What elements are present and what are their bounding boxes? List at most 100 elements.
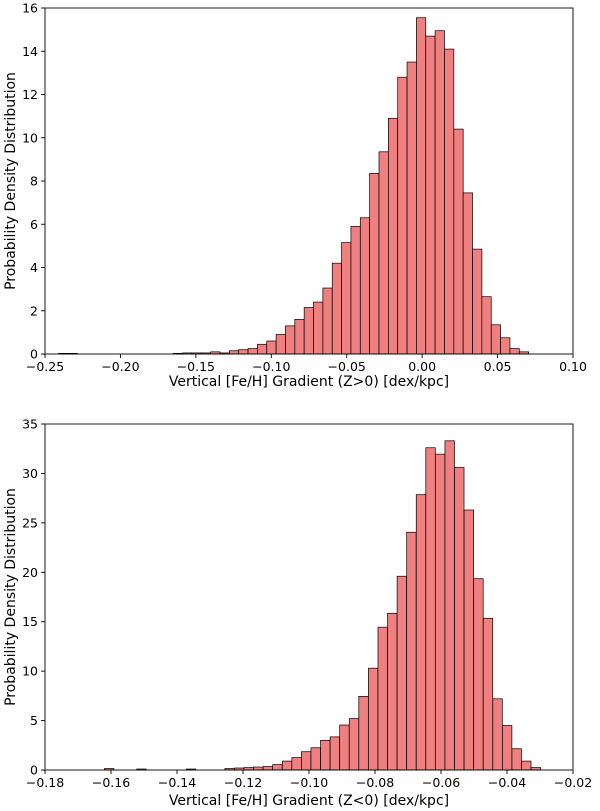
y-axis-label: Probability Density Distribution (3, 488, 19, 706)
histogram-bar (229, 350, 240, 355)
histogram-bar (281, 760, 293, 771)
histogram-bar (313, 301, 324, 355)
histogram-bar (406, 531, 417, 771)
histogram-bar (348, 718, 360, 771)
histogram-z-negative: −0.18 −0.16 −0.14 −0.12 −0.10 −0.08 −0.06 −0.04… (3, 417, 592, 810)
histogram-bar (387, 612, 398, 771)
histogram-bar (320, 739, 331, 771)
histogram-bar (341, 242, 352, 355)
x-tick-label: −0.08 (356, 775, 394, 790)
y-tick-label: 20 (22, 565, 38, 580)
histogram-bar (339, 724, 350, 771)
x-tick-label: 0.00 (408, 359, 436, 374)
histogram-bar (329, 736, 340, 771)
x-tick-label: −0.16 (92, 775, 130, 790)
x-tick-label: −0.15 (177, 359, 215, 374)
histogram-bar (301, 751, 312, 771)
y-tick-label: 5 (30, 713, 38, 728)
histogram-bar (275, 334, 286, 355)
y-tick-label: 16 (22, 1, 38, 16)
histogram-z-positive: −0.25 −0.20 −0.15 −0.10 −0.05 0.00 0.05 0.10 0 2… (3, 1, 587, 391)
histogram-bar (490, 324, 501, 355)
y-tick-label: 30 (22, 466, 38, 481)
x-axis-ticks: −0.18 −0.16 −0.14 −0.12 −0.10 −0.08 −0.06 −0.04… (26, 770, 592, 790)
histogram-bar (368, 667, 379, 771)
y-axis-ticks: 0 5 10 15 20 25 30 35 (22, 417, 45, 778)
histogram-bar (322, 287, 333, 355)
x-tick-label: −0.02 (554, 775, 592, 790)
plot-frame (44, 423, 574, 771)
histogram-bar (482, 617, 494, 771)
histogram-bar (294, 319, 305, 355)
y-tick-label: 8 (30, 174, 38, 189)
y-tick-label: 14 (22, 44, 38, 59)
y-tick-label: 15 (22, 614, 38, 629)
y-tick-label: 0 (30, 347, 38, 362)
histogram-bar (492, 698, 503, 771)
y-tick-label: 4 (30, 260, 38, 275)
histogram-bar (425, 35, 436, 355)
histogram-bar (415, 494, 427, 771)
y-tick-label: 12 (22, 87, 38, 102)
x-tick-label: −0.04 (488, 775, 526, 790)
plot-frame (44, 7, 574, 355)
histogram-bar (444, 440, 455, 771)
histogram-bar (511, 748, 522, 771)
histogram-bar (331, 262, 342, 355)
histogram-bars (104, 440, 541, 771)
histogram-bar (359, 217, 370, 355)
y-axis-ticks: 0 2 4 6 8 10 12 14 16 (22, 1, 45, 362)
y-tick-label: 10 (22, 130, 38, 145)
histogram-bar (388, 117, 399, 355)
histogram-bar (444, 48, 455, 355)
y-tick-label: 25 (22, 515, 38, 530)
x-axis-label: Vertical [Fe/H] Gradient (Z>0) [dex/kpc] (169, 374, 449, 390)
histogram-bar (454, 467, 465, 771)
x-tick-label: −0.14 (158, 775, 196, 790)
x-tick-label: −0.25 (26, 359, 64, 374)
histogram-bar (266, 340, 277, 355)
y-axis-label: Probability Density Distribution (3, 72, 19, 290)
histogram-bar (272, 764, 283, 771)
x-tick-label: −0.10 (290, 775, 328, 790)
x-tick-label: 0.05 (484, 359, 512, 374)
histogram-bar (358, 695, 369, 771)
histogram-bar (473, 578, 484, 771)
x-axis-label: Vertical [Fe/H] Gradient (Z<0) [dex/kpc] (169, 793, 449, 809)
histogram-bar (481, 296, 492, 355)
histogram-bar (502, 725, 513, 771)
x-tick-label: −0.12 (224, 775, 262, 790)
y-tick-label: 35 (22, 417, 38, 432)
histogram-bar (453, 128, 464, 355)
x-tick-label: −0.06 (422, 775, 460, 790)
histogram-bar (377, 626, 388, 771)
x-tick-label: 0.10 (559, 359, 587, 374)
y-tick-label: 2 (30, 303, 38, 318)
histogram-bar (416, 17, 427, 355)
histogram-bar (350, 226, 361, 355)
histogram-bar (434, 30, 445, 355)
x-tick-label: −0.20 (101, 359, 139, 374)
histogram-bar (285, 325, 296, 355)
histogram-bar (291, 757, 302, 771)
histogram-bar (247, 348, 258, 355)
y-tick-label: 10 (22, 664, 38, 679)
histogram-bar (462, 192, 473, 355)
histogram-bar (396, 575, 407, 771)
x-tick-label: −0.10 (252, 359, 290, 374)
histogram-bar (472, 248, 483, 355)
x-tick-label: −0.05 (328, 359, 366, 374)
histogram-bar (463, 509, 474, 771)
x-axis-ticks: −0.25 −0.20 −0.15 −0.10 −0.05 0.00 0.05 0.10 (26, 354, 587, 374)
histogram-bar (262, 766, 273, 771)
y-tick-label: 0 (30, 763, 38, 778)
y-tick-label: 6 (30, 217, 38, 232)
x-tick-label: −0.18 (26, 775, 64, 790)
histogram-bar (303, 307, 314, 355)
histogram-bar (521, 760, 532, 771)
histogram-bar (435, 453, 446, 771)
histogram-bar (406, 61, 417, 355)
histogram-bar (369, 173, 380, 355)
